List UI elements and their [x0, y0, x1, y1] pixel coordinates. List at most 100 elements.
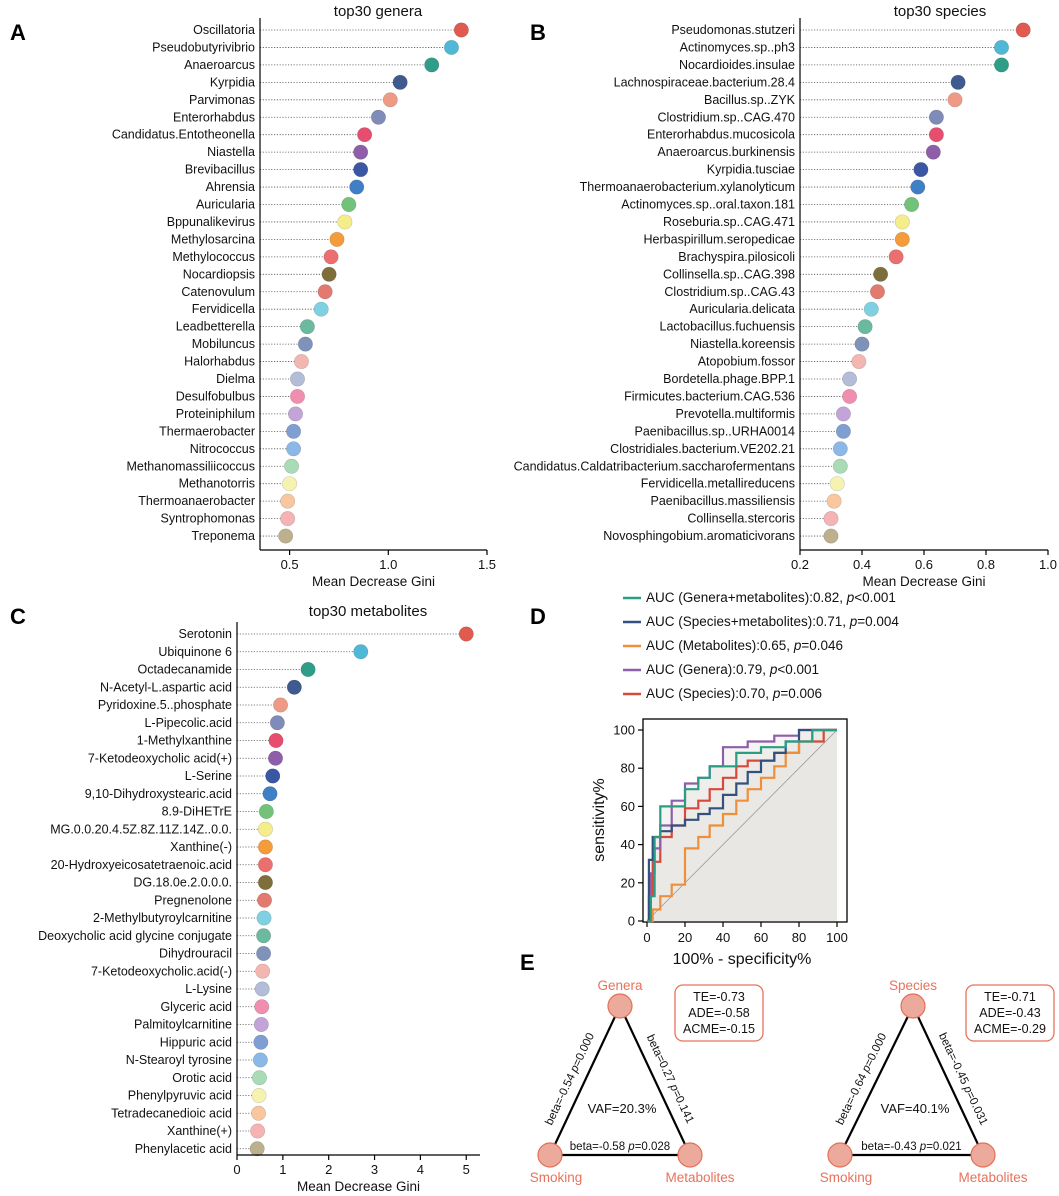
y-axis-label: sensitivity%	[591, 778, 608, 862]
lollipop-dot	[250, 1123, 266, 1139]
legend-item: AUC (Species):0.70, p=0.006	[623, 686, 822, 701]
category-label: Thermoanaerobacterium.xylanolyticum	[580, 180, 795, 194]
lollipop-dot	[993, 39, 1009, 55]
x-tick-label: 4	[417, 1162, 424, 1177]
lollipop-dot	[253, 1016, 269, 1032]
lollipop-dot	[353, 644, 369, 660]
legend-p-label: p	[769, 662, 778, 677]
category-label: L-Pipecolic.acid	[144, 716, 232, 730]
category-label: Actinomyces.sp..oral.taxon.181	[621, 198, 795, 212]
lollipop-dot	[910, 179, 926, 195]
category-label: Thermaerobacter	[159, 424, 255, 438]
category-label: Nitrococcus	[190, 442, 255, 456]
category-label: Deoxycholic acid glycine conjugate	[38, 929, 232, 943]
legend-p-label: p	[849, 614, 858, 629]
mediation-node	[900, 993, 926, 1019]
y-tick-label: 60	[621, 799, 635, 814]
category-label: Xanthine(-)	[170, 840, 232, 854]
legend-label: AUC (Genera+metabolites):0.82, p<0.001	[646, 590, 896, 605]
lollipop-dot	[249, 1141, 265, 1157]
category-label: L-Serine	[185, 769, 232, 783]
node-label-right: Metabolites	[665, 1170, 734, 1185]
legend-auc-text: AUC (Genera+metabolites):0.82,	[646, 590, 847, 605]
category-label: Syntrophomonas	[160, 512, 255, 526]
y-tick-label: 20	[621, 875, 635, 890]
lollipop-dot	[300, 661, 316, 677]
x-tick-label: 5	[463, 1162, 470, 1177]
lollipop-dot	[357, 127, 373, 143]
panel-letter-a: A	[10, 20, 26, 45]
lollipop-dot	[851, 354, 867, 370]
roc-curve	[647, 728, 837, 923]
legend-auc-text: AUC (Species+metabolites):0.71,	[646, 614, 850, 629]
x-tick-label: 0.8	[977, 557, 995, 572]
ade-value: ADE=-0.43	[979, 1006, 1041, 1020]
lollipop-dot	[353, 144, 369, 160]
legend-label: AUC (Species):0.70, p=0.006	[646, 686, 822, 701]
panel-b-species-chart: top30 species Pseudomonas.stutzeri Actinom…	[514, 3, 1057, 589]
category-label: Mobiluncus	[192, 337, 255, 351]
category-label: Paenibacillus.massiliensis	[650, 494, 795, 508]
x-tick-label: 0	[233, 1162, 240, 1177]
lollipop-dot	[842, 388, 858, 404]
legend-p-label: p	[846, 590, 855, 605]
mediation-node	[607, 993, 633, 1019]
category-label: Bppunalikevirus	[167, 215, 255, 229]
lollipop-dot	[323, 249, 339, 265]
lollipop-dot	[286, 423, 302, 439]
legend-p-value: <0.001	[777, 662, 819, 677]
category-label: Kyrpidia.tusciae	[707, 163, 795, 177]
lollipop-dot	[286, 441, 302, 457]
category-label: Auricularia.delicata	[689, 302, 795, 316]
lollipop-dot	[894, 231, 910, 247]
legend-item: AUC (Metabolites):0.65, p=0.046	[623, 638, 843, 653]
category-label: Nocardiopsis	[183, 267, 255, 281]
category-label: Anaeroarcus	[184, 58, 255, 72]
vaf-label: VAF=20.3%	[588, 1101, 657, 1116]
legend-item: AUC (Species+metabolites):0.71, p=0.004	[623, 614, 899, 629]
lollipop-dot	[262, 786, 278, 802]
lollipop-dot	[251, 1070, 267, 1086]
lollipop-dot	[256, 910, 272, 926]
lollipop-dot	[947, 92, 963, 108]
lollipop-dot	[278, 528, 294, 544]
category-label: Ahrensia	[206, 180, 255, 194]
x-tick-label: 100	[826, 930, 848, 945]
panel-d-roc-chart: AUC (Genera+metabolites):0.82, p<0.001AU…	[591, 590, 899, 968]
category-label: Methylosarcina	[171, 232, 255, 246]
category-label: N-Acetyl-L.aspartic acid	[100, 680, 232, 694]
category-label: Actinomyces.sp..ph3	[680, 40, 795, 54]
lollipop-dot	[888, 249, 904, 265]
lollipop-dot	[290, 371, 306, 387]
category-label: Halorhabdus	[184, 355, 255, 369]
panel-letter-d: D	[530, 604, 546, 629]
lollipop-dot	[288, 406, 304, 422]
category-label: MG.0.0.20.4.5Z.8Z.11Z.14Z..0.0.	[50, 822, 232, 836]
lollipop-dot	[424, 57, 440, 73]
lollipop-dot	[835, 423, 851, 439]
category-label: Orotic acid	[172, 1071, 232, 1085]
category-label: Methanomassiliicoccus	[126, 459, 255, 473]
lollipop-dot	[353, 162, 369, 178]
lollipop-dot	[282, 476, 298, 492]
lollipop-dot	[251, 1088, 267, 1104]
lollipop-dot	[257, 821, 273, 837]
legend-p-value: =0.004	[857, 614, 899, 629]
panel-a-genera-chart: top30 genera Oscillatoria Pseudobutyrivibr…	[112, 3, 496, 589]
category-label: Collinsella.stercoris	[687, 512, 795, 526]
legend-label: AUC (Genera):0.79, p<0.001	[646, 662, 819, 677]
lollipop-dot	[337, 214, 353, 230]
category-label: 7-Ketodeoxycholic.acid(-)	[91, 964, 232, 978]
category-label: Xanthine(+)	[167, 1124, 232, 1138]
roc-diagonal	[646, 729, 838, 922]
te-value: TE=-0.71	[984, 990, 1036, 1004]
lollipop-dot	[257, 892, 273, 908]
lollipop-dot	[857, 319, 873, 335]
lollipop-dot	[913, 162, 929, 178]
edge-left	[839, 1005, 914, 1156]
category-label: Leadbetterella	[176, 320, 255, 334]
lollipop-dot	[257, 857, 273, 873]
edge-left	[549, 1005, 621, 1156]
lollipop-dot	[280, 493, 296, 509]
lollipop-dot	[254, 981, 270, 997]
